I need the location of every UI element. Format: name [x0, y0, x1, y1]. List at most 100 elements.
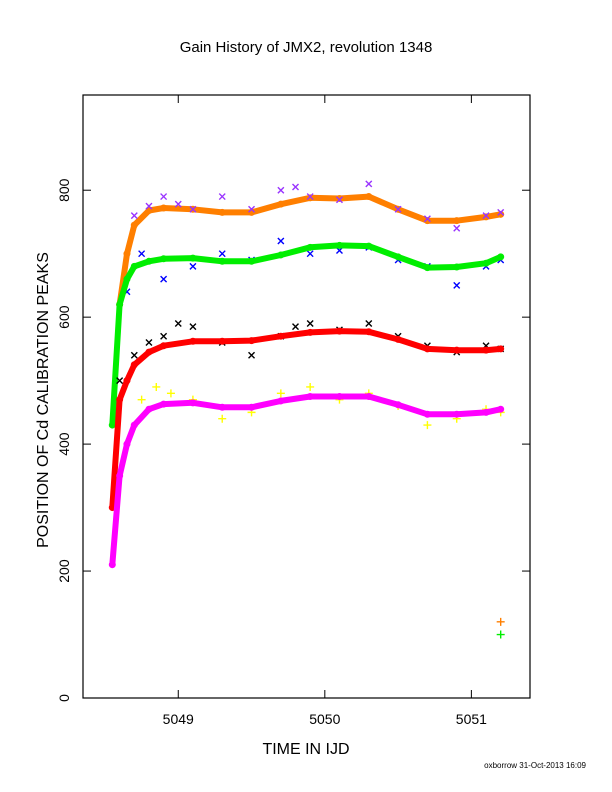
data-point	[277, 186, 285, 194]
data-point	[423, 217, 431, 225]
chart-title: Gain History of JMX2, revolution 1348	[180, 39, 433, 56]
data-point	[160, 255, 168, 263]
series-1	[130, 180, 505, 232]
y-tick-label: 400	[56, 432, 72, 456]
data-point	[218, 257, 226, 265]
data-point	[394, 205, 402, 213]
data-point	[189, 254, 197, 262]
data-point	[453, 346, 461, 354]
data-point	[453, 281, 461, 289]
data-point	[145, 348, 153, 356]
data-point	[248, 257, 256, 265]
data-point	[277, 251, 285, 259]
data-point	[306, 250, 314, 258]
data-point	[277, 397, 285, 405]
series-5	[108, 327, 505, 512]
data-point	[423, 421, 432, 430]
data-point	[306, 382, 315, 391]
y-tick-label: 0	[56, 694, 72, 702]
data-point	[497, 210, 505, 218]
data-point	[277, 237, 285, 245]
x-tick-label: 5050	[309, 711, 340, 727]
data-point	[335, 327, 343, 335]
y-tick-label: 800	[56, 178, 72, 202]
data-point	[423, 410, 431, 418]
data-point	[248, 403, 256, 411]
x-tick-label: 5051	[456, 711, 487, 727]
data-point	[497, 405, 505, 413]
data-point	[292, 183, 300, 191]
data-point	[166, 389, 175, 398]
data-point	[394, 335, 402, 343]
data-point	[306, 194, 314, 202]
data-point	[306, 328, 314, 336]
data-point	[160, 400, 168, 408]
data-point	[365, 193, 373, 201]
data-point	[108, 421, 116, 429]
data-point	[160, 342, 168, 350]
data-point	[218, 337, 226, 345]
data-point	[482, 346, 490, 354]
data-point	[130, 262, 138, 270]
data-point	[276, 389, 285, 398]
series-7	[108, 393, 505, 569]
data-point	[497, 253, 505, 261]
data-point	[174, 200, 182, 208]
data-point	[496, 630, 505, 639]
data-point	[497, 345, 505, 353]
data-point	[423, 264, 431, 272]
data-point	[394, 253, 402, 261]
data-point	[335, 194, 343, 202]
data-point	[365, 320, 373, 327]
x-tick-label: 5049	[163, 711, 194, 727]
data-point	[218, 193, 226, 201]
data-point	[116, 300, 124, 308]
y-axis-label: POSITION OF Cd CALIBRATION PEAKS	[35, 252, 52, 548]
data-point	[292, 323, 300, 331]
series-line	[109, 393, 504, 568]
data-point	[218, 250, 226, 258]
data-point	[218, 414, 227, 423]
data-point	[123, 377, 131, 385]
data-point	[335, 241, 343, 249]
data-point	[189, 399, 197, 407]
data-point	[160, 193, 168, 201]
series-9	[496, 630, 505, 639]
data-point	[123, 250, 131, 258]
data-point	[130, 351, 138, 359]
data-point	[174, 320, 182, 327]
data-point	[394, 401, 402, 409]
data-point	[123, 275, 131, 283]
data-point	[453, 217, 461, 225]
data-point	[218, 403, 226, 411]
x-axis-ticks: 5049 5050 5051	[163, 95, 487, 727]
data-point	[218, 208, 226, 216]
footer-text: oxborrow 31-Oct-2013 16:09	[484, 761, 586, 770]
data-point	[116, 396, 124, 404]
y-tick-label: 200	[56, 559, 72, 583]
data-point	[108, 561, 116, 569]
data-point	[306, 320, 314, 327]
data-point	[152, 382, 161, 391]
data-point	[130, 421, 138, 429]
series-line	[109, 328, 504, 511]
x-axis-label: TIME IN IJD	[262, 741, 349, 758]
data-point	[482, 213, 490, 221]
data-point	[335, 196, 343, 204]
data-point	[145, 405, 153, 413]
data-point	[453, 224, 461, 232]
data-point	[145, 339, 153, 347]
data-point	[189, 262, 197, 270]
data-point	[482, 408, 490, 416]
data-point	[145, 257, 153, 265]
data-point	[453, 410, 461, 418]
plot-area	[108, 180, 505, 639]
data-point	[365, 180, 373, 188]
data-point	[189, 205, 197, 213]
data-point	[116, 472, 124, 480]
y-axis-ticks: 0 200 400 600 800	[56, 178, 530, 702]
series-3	[108, 241, 505, 429]
data-point	[365, 242, 373, 250]
data-point	[160, 204, 168, 212]
